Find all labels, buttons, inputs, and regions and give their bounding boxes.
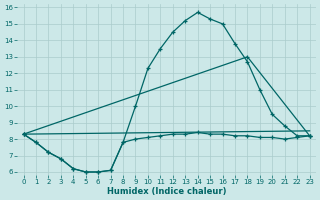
X-axis label: Humidex (Indice chaleur): Humidex (Indice chaleur) <box>107 187 226 196</box>
